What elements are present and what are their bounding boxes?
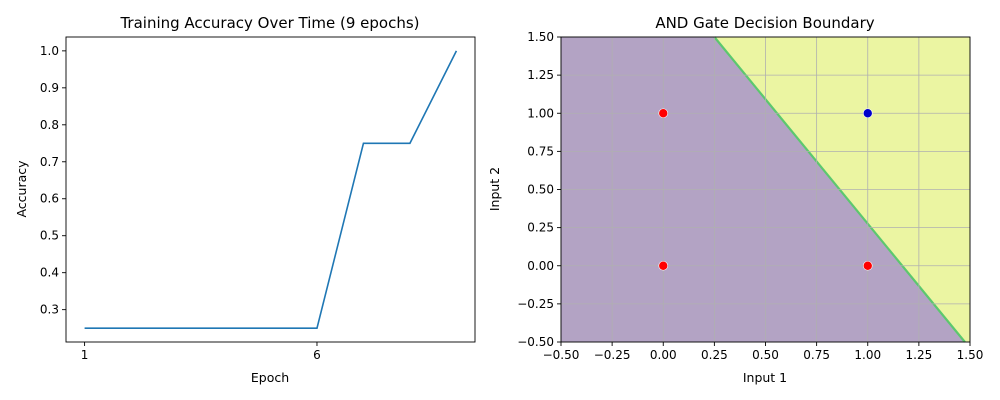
accuracy-y-tick-label: 0.8 <box>40 118 59 132</box>
accuracy-axes-frame <box>65 36 476 343</box>
class-0-point <box>658 260 669 271</box>
decision-boundary-chart: AND Gate Decision Boundary −0.50 −0.25 0.0… <box>487 14 983 385</box>
class-1-point <box>862 108 873 119</box>
decision-plot-area: −0.50 −0.25 0.00 0.25 0.50 0.75 1.00 1.25 1.50 −0… <box>517 30 983 362</box>
accuracy-x-tick-label: 6 <box>313 348 321 362</box>
accuracy-y-axis-label: Accuracy <box>14 160 29 218</box>
decision-y-tick-label: 0.75 <box>527 144 554 158</box>
decision-x-tick-label: 1.25 <box>906 348 933 362</box>
decision-x-tick-label: 1.50 <box>957 348 984 362</box>
decision-x-axis-label: Input 1 <box>743 370 787 385</box>
decision-y-tick-label: 1.00 <box>527 106 554 120</box>
decision-y-tick-label: 0.25 <box>527 221 554 235</box>
decision-y-tick-label: 0.00 <box>527 259 554 273</box>
decision-y-tick-label: 0.50 <box>527 183 554 197</box>
decision-y-tick-label: 1.50 <box>527 30 554 44</box>
accuracy-line <box>84 50 458 329</box>
accuracy-x-axis-label: Epoch <box>251 370 289 385</box>
decision-y-tick-label: −0.25 <box>517 297 554 311</box>
accuracy-y-tick-label: 0.3 <box>40 303 59 317</box>
decision-y-axis-label: Input 2 <box>487 167 502 211</box>
accuracy-x-tick-label: 1 <box>81 348 89 362</box>
decision-x-tick-label: −0.50 <box>543 348 580 362</box>
class-0-point <box>862 260 873 271</box>
accuracy-y-tick-label: 0.4 <box>40 266 59 280</box>
class-0-point <box>658 108 669 119</box>
decision-x-tick-label: 0.75 <box>803 348 830 362</box>
decision-x-tick-label: 0.25 <box>701 348 728 362</box>
decision-y-tick-label: 1.25 <box>527 68 554 82</box>
accuracy-chart: Training Accuracy Over Time (9 epochs) 1… <box>14 14 476 385</box>
accuracy-y-tick-label: 0.9 <box>40 81 59 95</box>
accuracy-y-tick-label: 1.0 <box>40 44 59 58</box>
decision-x-tick-label: −0.25 <box>594 348 631 362</box>
accuracy-chart-title: Training Accuracy Over Time (9 epochs) <box>119 14 419 32</box>
decision-x-tick-label: 1.00 <box>854 348 881 362</box>
decision-x-tick-label: 0.00 <box>650 348 677 362</box>
decision-x-tick-label: 0.50 <box>752 348 779 362</box>
decision-chart-title: AND Gate Decision Boundary <box>655 14 874 32</box>
decision-y-tick-label: −0.50 <box>517 335 554 349</box>
accuracy-y-tick-label: 0.5 <box>40 229 59 243</box>
accuracy-y-tick-label: 0.6 <box>40 192 59 206</box>
accuracy-y-tick-label: 0.7 <box>40 155 59 169</box>
accuracy-plot-area: 1 6 0.3 0.4 0.5 0.6 0.7 0.8 0.9 1.0 <box>40 36 476 362</box>
